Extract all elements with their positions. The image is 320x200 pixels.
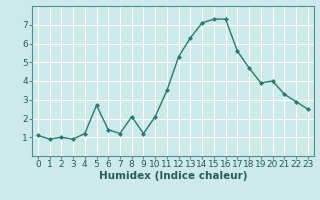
X-axis label: Humidex (Indice chaleur): Humidex (Indice chaleur): [99, 171, 247, 181]
